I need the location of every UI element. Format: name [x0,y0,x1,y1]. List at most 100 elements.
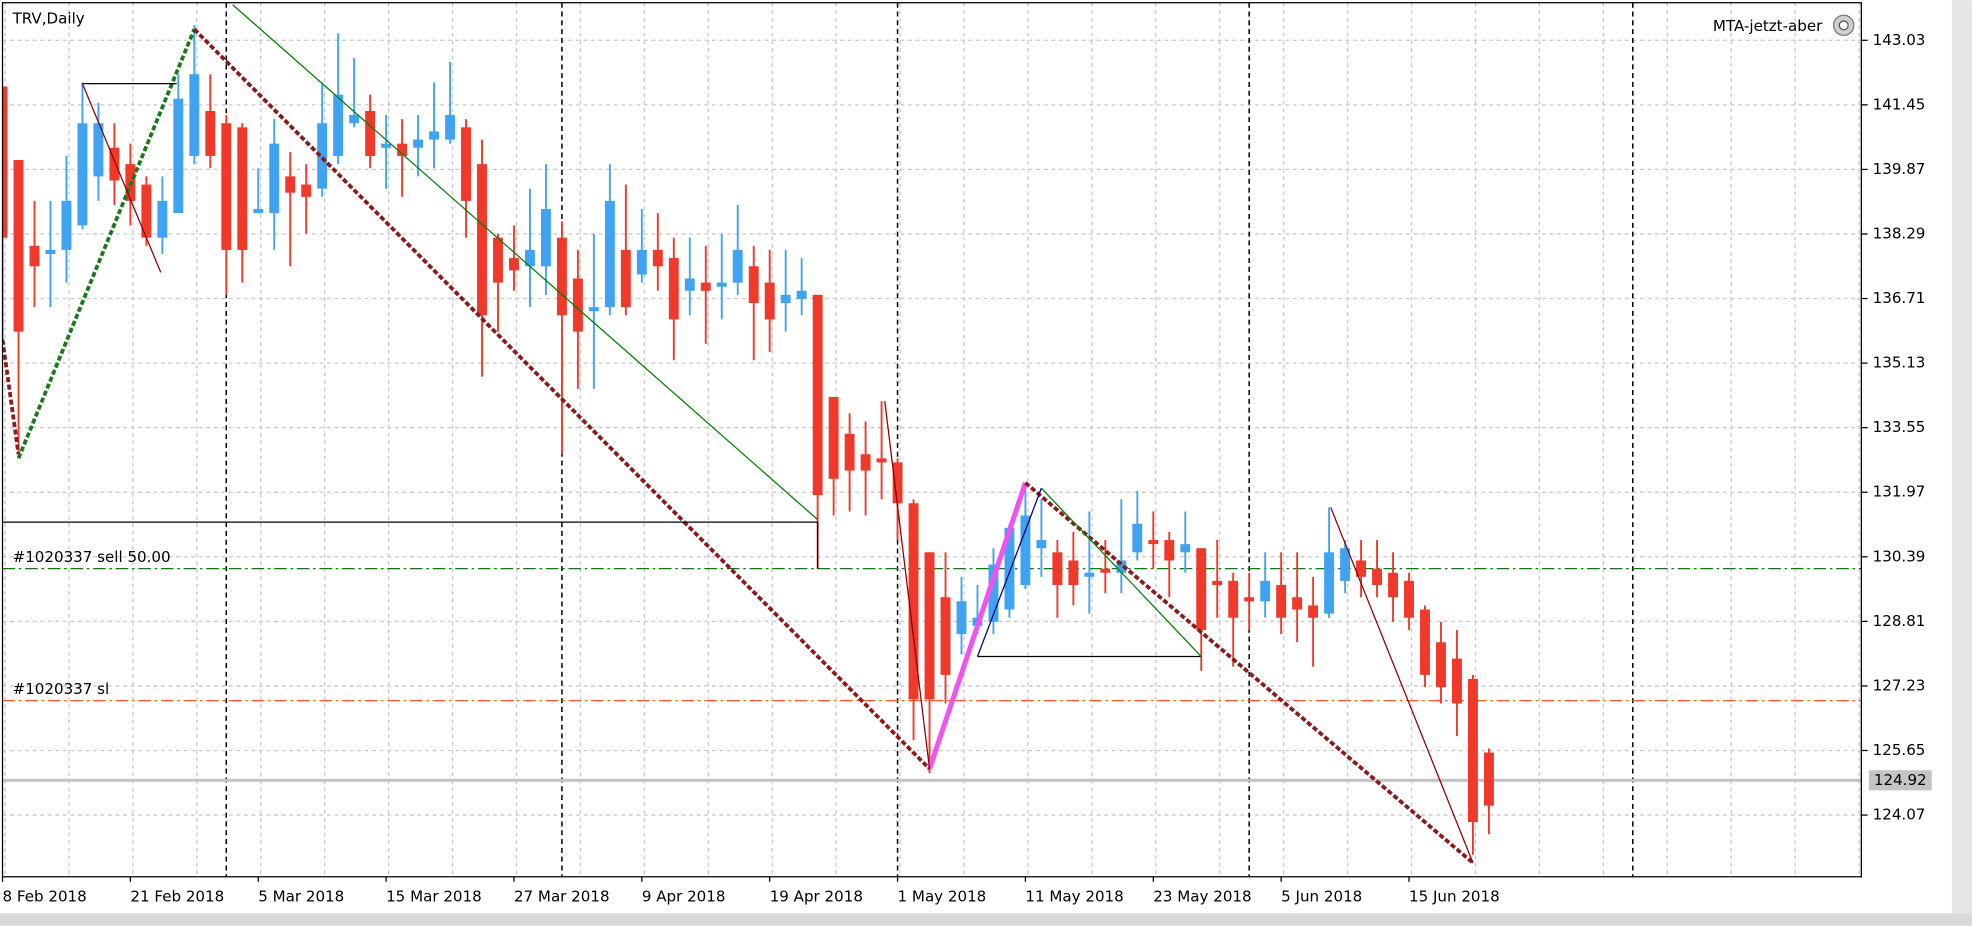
candle-body [1244,597,1255,602]
y-tick-label: 124.07 [1873,806,1926,824]
candle-body [13,160,24,332]
x-tick-label: 15 Jun 2018 [1409,887,1500,905]
candle-body [1436,642,1446,688]
indicator-icon[interactable] [1833,14,1855,37]
y-tick-label: 136.71 [1873,289,1926,307]
y-tick-label: 127.23 [1873,676,1926,694]
candle-body [1292,597,1303,610]
candle-body [652,249,663,267]
x-tick-label: 15 Mar 2018 [386,887,482,905]
candle-body [732,249,743,283]
candle-body [365,110,376,156]
candle-body [1483,752,1494,806]
chart-object [1040,487,1202,657]
candle-body [285,176,296,193]
candle-body [812,294,823,496]
candle-body [205,110,216,156]
y-tick-label: 130.39 [1873,547,1926,565]
candle-body [493,237,503,283]
chart-object [2,521,819,569]
candle-body [77,123,88,226]
y-tick-label: 125.65 [1873,741,1926,759]
candle-body [1052,552,1063,586]
candle-body [93,123,104,177]
candle-body [333,94,344,156]
candle-body [796,290,807,299]
x-tick-label: 19 Apr 2018 [770,887,863,905]
candle-body [1020,515,1031,586]
candle-body [381,143,392,148]
candle-body [237,127,248,250]
chart-object [927,482,1028,770]
candle-body [1420,609,1430,675]
chart-object [884,401,931,769]
candle-body [1196,548,1207,630]
axis-layer: 143.03 141.45 139.87 138.29 136.71 135.13 133.… [1,31,1932,905]
grid-layer [2,2,1862,877]
candle-body [1356,560,1367,577]
candle-body [1100,568,1111,573]
candle-body [716,282,727,287]
candle-body [189,74,200,156]
scrollbar[interactable] [1951,0,1972,914]
x-tick-label: 11 May 2018 [1025,887,1123,905]
candle-body [860,454,871,471]
candle-body [988,564,999,622]
candle-body [1116,560,1127,573]
candle-body [668,258,679,320]
y-tick-label: 139.87 [1873,160,1926,178]
x-tick-label: 8 Feb 2018 [3,887,87,905]
candle-body [445,115,455,140]
candle-body [540,209,551,267]
bottom-bar [0,913,1972,926]
y-tick-label: 128.81 [1873,612,1926,630]
chart-object [1330,507,1474,864]
chart-object [192,27,931,771]
candle-body [1212,580,1223,586]
candle-body [301,184,312,197]
chart-object [16,28,197,460]
candle-body [876,458,887,463]
candle-body [1180,544,1191,553]
indicator-label: MTA-jetzt-aber [1713,17,1823,35]
candle-body [828,397,839,479]
candle-body [141,184,152,238]
candle-body [1372,568,1382,586]
candle-body [1084,572,1095,577]
candle-body [1388,572,1398,598]
candle-body [429,131,440,140]
candle-body [684,278,695,291]
candle-body [45,249,56,255]
candle-body [397,143,408,156]
candle-body [1132,523,1143,553]
y-tick-label: 143.03 [1873,31,1926,49]
y-tick-label: 131.97 [1873,483,1926,501]
candle-body [1308,605,1319,618]
candle-body [1164,540,1175,561]
candle-body [956,601,967,635]
candle-body [1276,585,1287,618]
candle-body [317,123,328,189]
candle-body [1228,580,1239,618]
candle-body [604,200,615,308]
candle-body [1036,540,1047,549]
candle-body [1260,580,1271,602]
y-tick-label: 135.13 [1873,354,1926,372]
candle-body [109,147,120,181]
x-tick-label: 5 Jun 2018 [1281,887,1362,905]
candle-body [908,503,919,700]
candle-body [1148,540,1159,545]
chart-object [81,83,162,273]
candle-body [700,282,711,291]
y-tick-label: 141.45 [1873,95,1926,113]
chart-object [2,339,21,455]
x-tick-label: 23 May 2018 [1153,887,1251,905]
candle-body [1404,580,1414,618]
candle-body [461,127,471,201]
candle-body [1324,552,1335,614]
candle-body [61,200,72,250]
candle-body [1467,678,1478,823]
candle-body [477,164,487,316]
order-label: #1020337 sell 50.00 [13,548,171,566]
